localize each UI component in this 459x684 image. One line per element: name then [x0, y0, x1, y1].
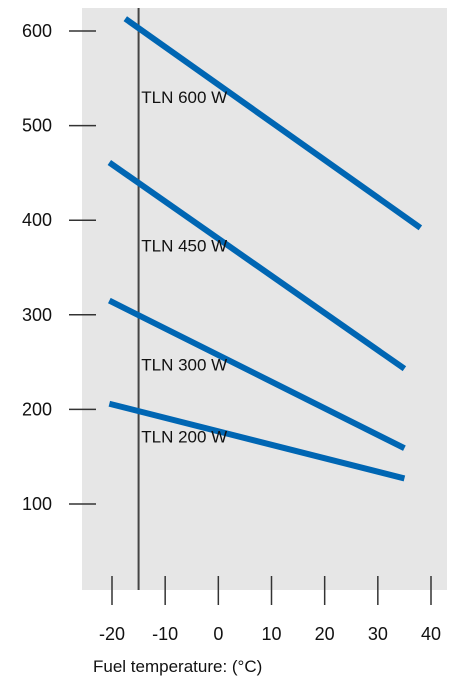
y-axis-ticks: 100 200 300 400 500 600: [22, 21, 96, 514]
x-tick-label: 0: [213, 624, 223, 644]
y-tick-label: 300: [22, 305, 52, 325]
series-line: [108, 400, 406, 482]
series-labels: TLN 600 W TLN 450 W TLN 300 W TLN 200 W: [141, 88, 227, 447]
x-tick-label: 10: [261, 624, 281, 644]
y-tick-label: 200: [22, 399, 52, 419]
x-axis-title: Fuel temperature: (°C): [93, 657, 262, 676]
y-tick-label: 100: [22, 494, 52, 514]
y-tick-label: 400: [22, 210, 52, 230]
series-label: TLN 200 W: [141, 428, 227, 447]
series-label: TLN 600 W: [141, 88, 227, 107]
series-line: [107, 297, 406, 451]
x-tick-label: 30: [368, 624, 388, 644]
x-tick-label: -20: [99, 624, 125, 644]
y-tick-label: 600: [22, 21, 52, 41]
series-line: [107, 160, 407, 372]
series-label: TLN 450 W: [141, 236, 227, 255]
plot-background: [82, 8, 447, 590]
x-tick-label: 40: [421, 624, 441, 644]
series-label: TLN 300 W: [141, 356, 227, 375]
x-axis-ticks: -20 -10 0 10 20 30 40: [99, 576, 441, 644]
x-tick-label: 20: [315, 624, 335, 644]
series-lines: [107, 16, 423, 482]
x-tick-label: -10: [152, 624, 178, 644]
series-line: [123, 16, 423, 231]
y-tick-label: 500: [22, 116, 52, 136]
